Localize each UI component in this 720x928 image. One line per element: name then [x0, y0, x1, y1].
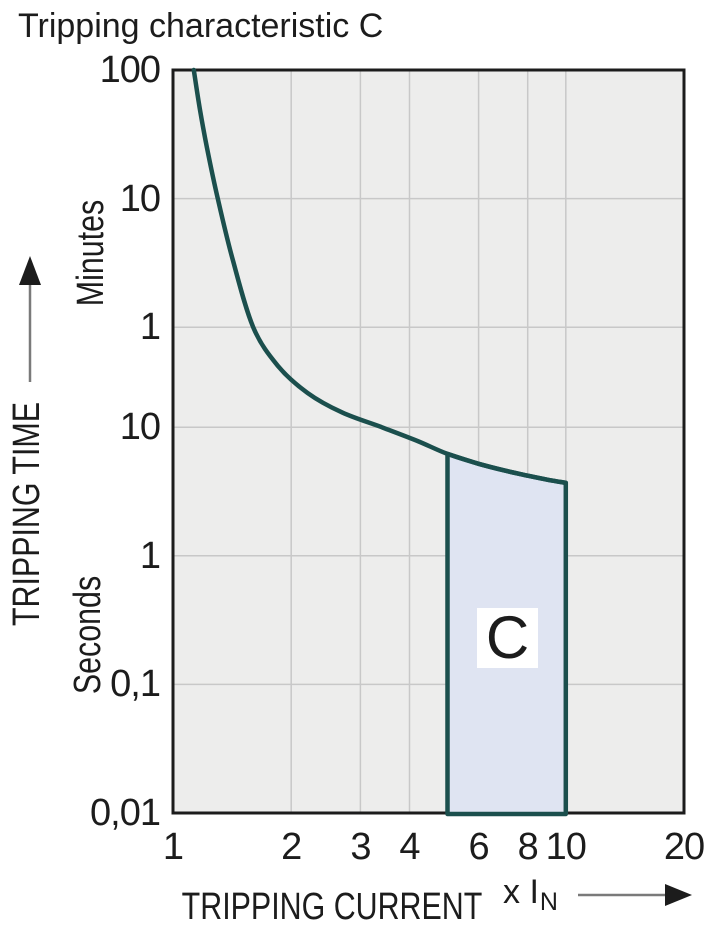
y-axis-title: TRIPPING TIME — [6, 401, 48, 627]
x-tick-label: 20 — [663, 826, 705, 868]
y-axis-arrow-head-icon — [19, 256, 41, 285]
x-axis-arrow-head-icon — [665, 884, 692, 906]
plot-background — [173, 70, 684, 813]
x-axis-unit-subscript: N — [539, 888, 558, 916]
y-tick-label: 1 — [139, 534, 161, 577]
x-tick-label: 10 — [545, 826, 587, 868]
y-tick-label: 100 — [99, 49, 161, 91]
x-axis-unit: x IN — [503, 873, 558, 915]
x-tick-label: 3 — [350, 826, 371, 868]
x-tick-label: 4 — [399, 826, 420, 868]
region-label-box: C — [477, 608, 538, 668]
x-tick-label: 2 — [281, 826, 302, 868]
x-axis-title: TRIPPING CURRENT — [181, 886, 483, 928]
y-tick-label: 0,1 — [110, 663, 161, 706]
y-tick-label: 0,01 — [90, 792, 161, 834]
y-tick-label: 1 — [139, 306, 161, 349]
region-label: C — [485, 604, 530, 671]
x-tick-label: 8 — [517, 826, 539, 868]
x-axis-unit-prefix: x I — [503, 873, 539, 911]
tripping-curve — [191, 67, 569, 486]
plot-border — [171, 68, 686, 815]
y-axis-unit-seconds: Seconds — [67, 575, 109, 695]
x-tick-label: 6 — [468, 826, 490, 868]
page-title: Tripping characteristic C — [18, 7, 384, 45]
y-axis-unit-minutes: Minutes — [70, 199, 112, 307]
y-tick-label: 10 — [119, 406, 161, 449]
y-tick-label: 10 — [119, 177, 161, 220]
x-tick-label: 1 — [162, 826, 184, 868]
